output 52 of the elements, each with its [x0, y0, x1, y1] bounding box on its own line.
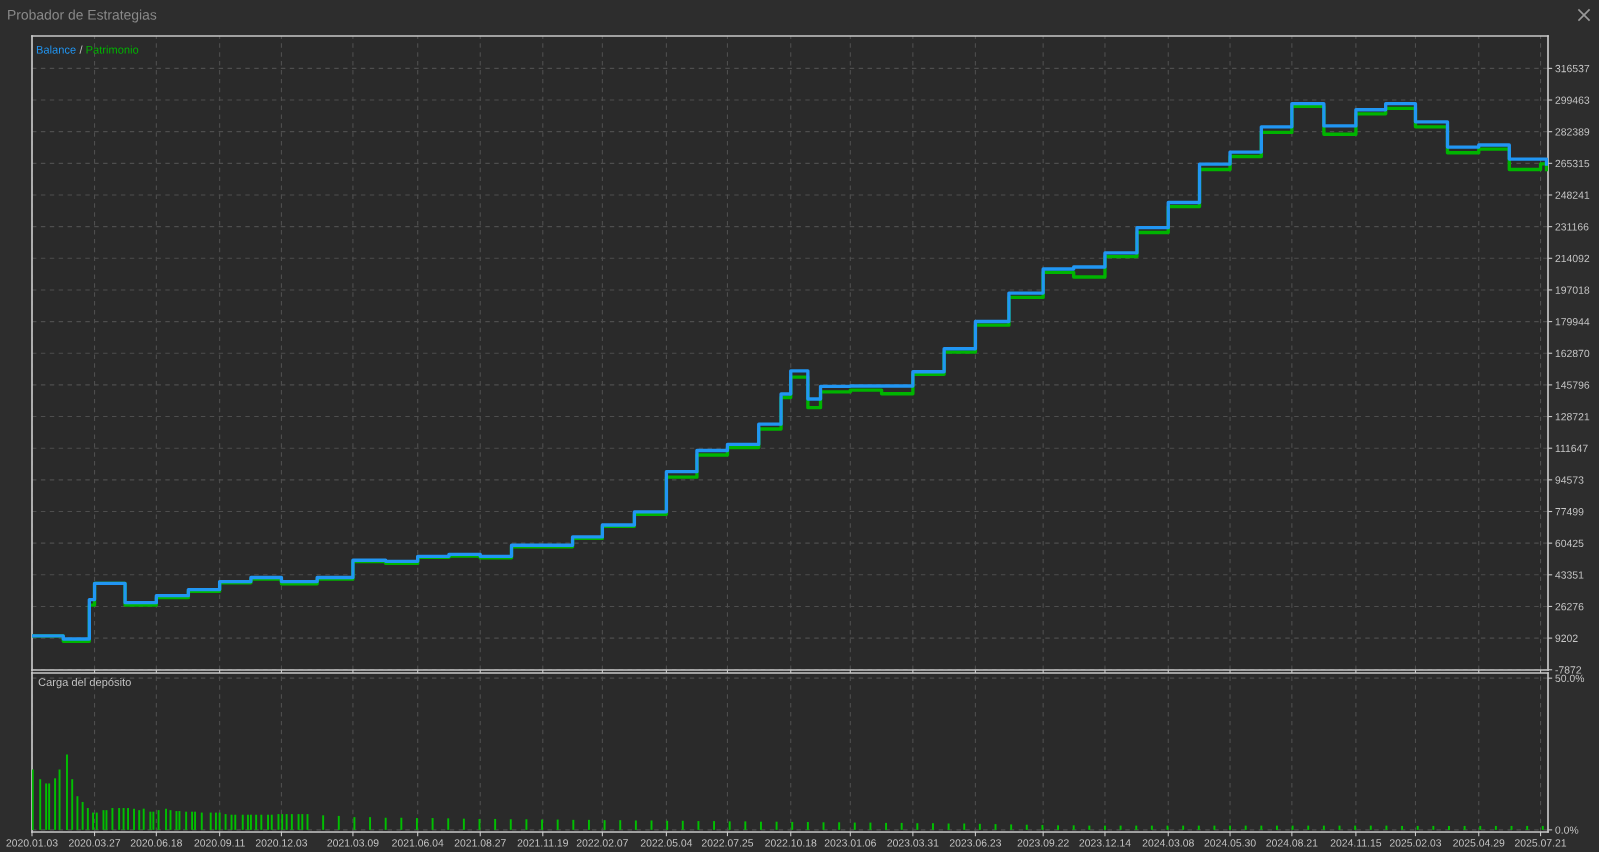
x-tick-label: 2021.03.09: [327, 839, 379, 847]
x-tick-label: 2021.11.19: [517, 839, 568, 847]
y-tick-label: 0.0%: [1555, 826, 1579, 834]
x-tick-label: 2023.12.14: [1079, 839, 1131, 847]
x-tick-label: 2020.01.03: [6, 839, 58, 847]
x-tick-label: 2021.08.27: [454, 839, 506, 847]
y-tick-label: 265315: [1555, 159, 1590, 168]
y-tick-label: 316537: [1555, 64, 1590, 73]
x-tick-label: 2025.04.29: [1453, 839, 1505, 847]
text: Patrimonio: [86, 45, 139, 54]
x-tick-label: 2020.06.18: [130, 839, 182, 847]
x-tick-label: 2025.07.21: [1515, 839, 1567, 847]
x-tick-label: 2024.03.08: [1142, 839, 1194, 847]
x-tick-label: 2023.06.23: [949, 839, 1002, 847]
chart-title: Probador de Estrategias: [8, 9, 157, 23]
y-tick-label: 26276: [1555, 602, 1584, 611]
x-tick-label: 2022.02.07: [576, 839, 628, 847]
annotation: /: [79, 45, 83, 54]
x-tick-label: 2020.09.11: [194, 839, 245, 847]
y-tick-label: 231166: [1555, 223, 1589, 231]
x-tick-label: 2023.03.31: [887, 839, 939, 847]
x-tick-label: 2023.09.22: [1017, 839, 1069, 847]
x-tick-label: 2024.08.21: [1266, 839, 1318, 847]
x-tick-label: 2020.12.03: [255, 839, 308, 847]
y-tick-label: 111647: [1555, 444, 1588, 453]
x-tick-label: 2023.01.06: [824, 839, 876, 847]
x-tick-label: 2024.05.30: [1204, 839, 1256, 847]
y-tick-label: 77499: [1555, 508, 1584, 516]
x-tick-label: 2022.07.25: [701, 839, 754, 847]
y-tick-label: 282389: [1555, 128, 1590, 136]
y-tick-label: 299463: [1555, 96, 1590, 104]
x-tick-label: 2022.05.04: [640, 839, 693, 847]
x-tick-label: 2021.06.04: [392, 839, 444, 847]
y-tick-label: 179944: [1555, 318, 1590, 326]
y-tick-label: 9202: [1555, 634, 1578, 642]
x-tick-label: 2025.02.03: [1389, 839, 1442, 847]
y-tick-label: 197018: [1555, 286, 1590, 294]
y-tick-label: 248241: [1555, 191, 1590, 199]
text: Balance: [36, 45, 76, 54]
x-tick-label: 2020.03.27: [69, 839, 121, 847]
y-tick-label: 162870: [1555, 349, 1590, 358]
y-tick-label: 128721: [1555, 413, 1590, 421]
y-tick-label: 145796: [1555, 381, 1590, 389]
y-tick-label: 214092: [1555, 254, 1590, 263]
y-tick-label: 60425: [1555, 539, 1584, 548]
x-tick-label: 2022.10.18: [765, 839, 817, 847]
y-tick-label: -7872: [1555, 666, 1582, 674]
y-tick-label: 50.0%: [1555, 674, 1585, 683]
x-tick-label: 2024.11.15: [1330, 839, 1382, 847]
y-tick-label: 94573: [1555, 476, 1584, 484]
chart-title: Carga del depósito: [38, 677, 131, 689]
y-tick-label: 43351: [1555, 571, 1584, 579]
